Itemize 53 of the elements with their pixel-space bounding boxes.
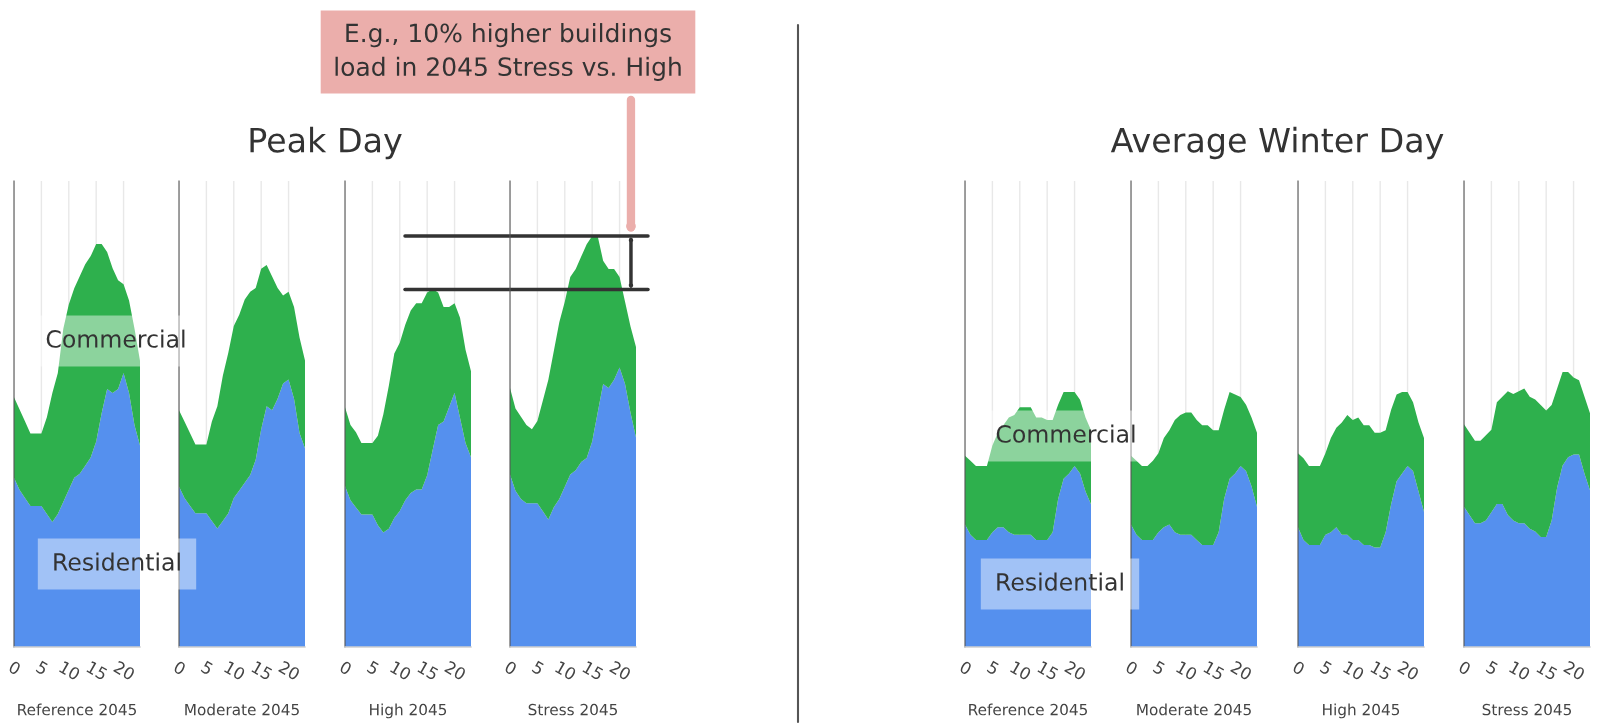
x-tick-label: 10 xyxy=(1009,660,1032,681)
x-tick-label: 10 xyxy=(58,660,81,681)
x-tick-label: 20 xyxy=(1563,660,1586,681)
x-tick-label: 10 xyxy=(223,660,246,681)
x-tick-label: 5 xyxy=(1485,660,1499,676)
x-tick-label: 0 xyxy=(1291,660,1306,676)
x-tick-label: 10 xyxy=(389,660,412,681)
x-tick-label: 0 xyxy=(338,660,353,676)
text: E.g., 10% higher buildings load in 2045 Stress vs. High xyxy=(335,23,681,81)
x-axis-title: Moderate 2045 xyxy=(185,703,299,716)
x-tick-label: 15 xyxy=(1203,660,1225,681)
x-tick-label: 0 xyxy=(1457,660,1472,676)
x-tick-label: 15 xyxy=(1370,660,1392,681)
x-tick-label: 0 xyxy=(7,660,22,676)
text: Peak Day xyxy=(250,126,402,160)
x-axis-title: Reference 2045 xyxy=(18,703,136,716)
x-tick-label: 20 xyxy=(1064,660,1087,681)
series-label: Residential xyxy=(997,572,1123,591)
x-tick-label: 15 xyxy=(417,660,439,681)
x-tick-label: 0 xyxy=(503,660,518,676)
x-tick-label: 15 xyxy=(251,660,273,681)
x-tick-label: 5 xyxy=(531,660,545,676)
x-tick-label: 10 xyxy=(554,660,577,681)
x-tick-label: 20 xyxy=(444,660,467,681)
x-tick-label: 15 xyxy=(1536,660,1558,681)
x-tick-label: 15 xyxy=(86,660,108,681)
x-tick-label: 5 xyxy=(366,660,380,676)
x-tick-label: 5 xyxy=(1319,660,1333,676)
x-axis-title: Reference 2045 xyxy=(969,703,1087,716)
x-tick-label: 20 xyxy=(278,660,301,681)
x-tick-label: 10 xyxy=(1342,660,1365,681)
x-tick-label: 5 xyxy=(200,660,214,676)
x-tick-label: 20 xyxy=(1230,660,1253,681)
x-axis-title: Stress 2045 xyxy=(528,703,618,716)
x-tick-label: 20 xyxy=(113,660,136,681)
x-tick-label: 20 xyxy=(1397,660,1420,681)
x-tick-label: 15 xyxy=(582,660,604,681)
x-axis-title: High 2045 xyxy=(1323,703,1400,719)
x-tick-label: 0 xyxy=(958,660,973,676)
x-tick-label: 0 xyxy=(172,660,187,676)
x-tick-label: 5 xyxy=(35,660,49,676)
x-axis-title: High 2045 xyxy=(370,703,447,719)
x-tick-label: 5 xyxy=(1152,660,1166,676)
x-tick-label: 5 xyxy=(986,660,1000,676)
x-tick-label: 10 xyxy=(1175,660,1198,681)
x-tick-label: 15 xyxy=(1037,660,1059,681)
x-tick-label: 10 xyxy=(1508,660,1531,681)
x-axis-title: Moderate 2045 xyxy=(1137,703,1251,716)
text: Average Winter Day xyxy=(1110,126,1444,160)
series-label: Residential xyxy=(54,552,180,571)
x-tick-label: 0 xyxy=(1124,660,1139,676)
x-axis-title: Stress 2045 xyxy=(1482,703,1572,716)
x-tick-label: 20 xyxy=(609,660,632,681)
